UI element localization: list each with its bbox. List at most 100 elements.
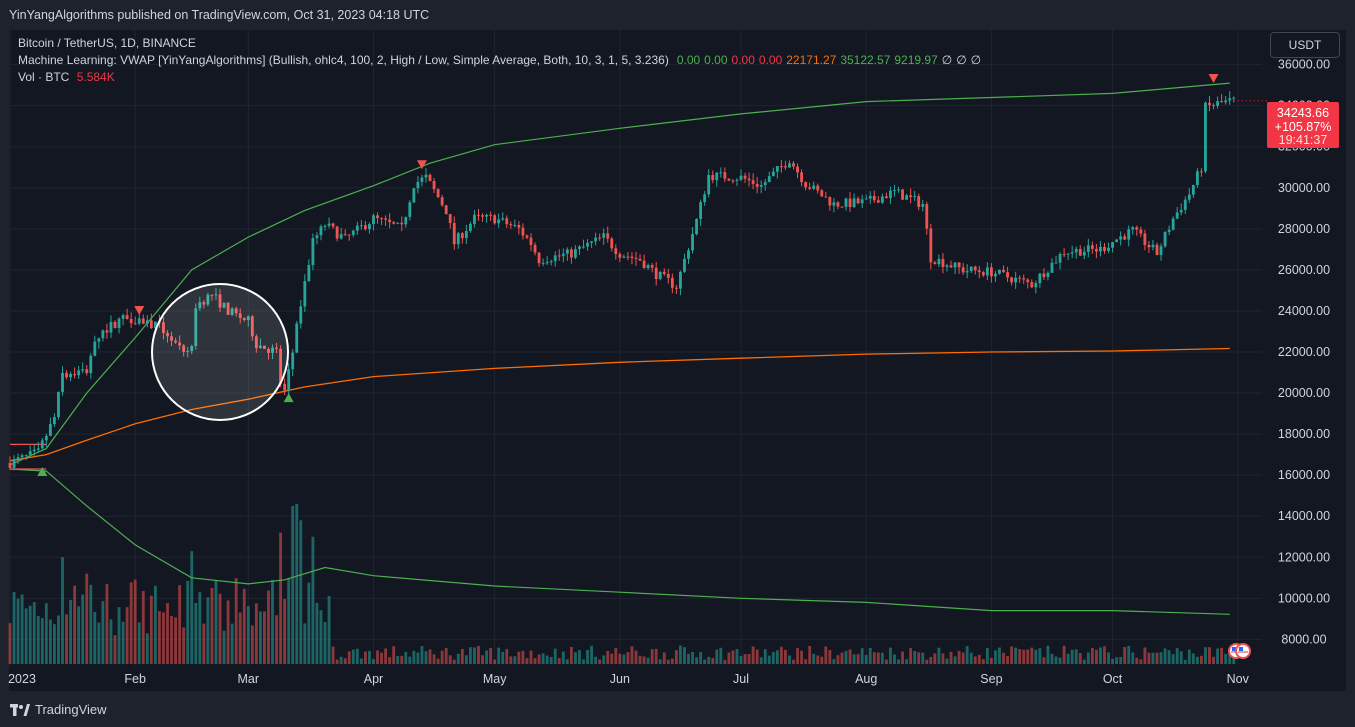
- volume-bar: [388, 657, 392, 664]
- volume-bar: [267, 590, 270, 664]
- candle-body: [541, 263, 545, 265]
- volume-bar: [206, 597, 210, 664]
- candle-body: [723, 172, 727, 179]
- legend-indicator[interactable]: Machine Learning: VWAP [YinYangAlgorithm…: [18, 53, 989, 67]
- candle-body: [1034, 283, 1038, 288]
- volume-bar: [856, 654, 860, 664]
- candle-body: [97, 338, 101, 342]
- candle-body: [699, 202, 703, 219]
- indicator-lines: [9, 82, 1230, 615]
- candle-body: [485, 214, 488, 217]
- candle-body: [872, 195, 876, 201]
- candle-body: [804, 182, 808, 188]
- candle-body: [622, 256, 626, 258]
- volume-bar: [1183, 659, 1187, 664]
- volume-bar: [763, 649, 767, 664]
- candle-body: [420, 177, 424, 182]
- candle-body: [755, 183, 759, 187]
- candle-body: [836, 202, 840, 207]
- volume-bar: [182, 627, 186, 664]
- candle-body: [868, 195, 872, 199]
- legend-symbol[interactable]: Bitcoin / TetherUS, 1D, BINANCE: [18, 36, 196, 50]
- sell-signal-icon: [134, 305, 145, 315]
- price-tick-label: 28000.00: [1278, 222, 1330, 236]
- candle-body: [775, 166, 779, 172]
- volume-bar: [517, 651, 521, 664]
- candle-body: [674, 287, 678, 289]
- lower-band-line: [9, 468, 1230, 615]
- candle-body: [670, 277, 674, 288]
- price-tick-label: 36000.00: [1278, 58, 1330, 72]
- volume-bar: [828, 650, 832, 664]
- volume-bar: [1082, 659, 1086, 664]
- volume-bar: [69, 599, 72, 664]
- volume-bar: [816, 655, 820, 664]
- volume-bar: [368, 650, 371, 664]
- currency-button[interactable]: USDT: [1270, 32, 1340, 58]
- candle-body: [69, 373, 72, 378]
- candle-body: [89, 355, 93, 374]
- candle-body: [263, 345, 266, 349]
- candle-body: [957, 262, 961, 268]
- candle-body: [384, 218, 388, 220]
- volume-bar: [141, 591, 145, 664]
- candle-body: [267, 348, 270, 353]
- candle-body: [343, 234, 347, 236]
- volume-bar: [832, 659, 836, 664]
- candle-body: [969, 266, 973, 272]
- volume-bar: [965, 646, 969, 664]
- candle-body: [537, 252, 541, 264]
- candle-body: [24, 454, 28, 456]
- volume-bar: [16, 598, 20, 664]
- candle-body: [679, 271, 682, 289]
- candle-body: [808, 187, 812, 189]
- volume-bar: [771, 651, 775, 664]
- candle-body: [258, 345, 262, 349]
- candle-body: [242, 317, 246, 321]
- candle-body: [1159, 246, 1163, 256]
- candle-body: [16, 457, 20, 460]
- volume-bar: [392, 646, 396, 664]
- indicator-value: 22171.27: [786, 53, 837, 67]
- candle-body: [1216, 101, 1219, 106]
- candle-body: [743, 175, 747, 179]
- volume-bar: [303, 623, 307, 664]
- candle-body: [1090, 245, 1094, 249]
- volume-bar: [1103, 646, 1106, 664]
- volume-bar: [230, 623, 234, 664]
- candle-body: [751, 180, 755, 184]
- volume-bar: [1147, 652, 1151, 664]
- candle-body: [61, 372, 64, 392]
- candle-body: [214, 294, 218, 296]
- candle-body: [178, 342, 182, 346]
- candle-body: [666, 273, 670, 278]
- volume-bar: [1050, 653, 1054, 664]
- volume-bar: [238, 612, 242, 664]
- volume-bar: [650, 649, 654, 664]
- volume-bar: [36, 615, 40, 664]
- volume-bar: [1220, 647, 1224, 664]
- candle-body: [1139, 229, 1143, 234]
- volume-bar: [263, 611, 266, 664]
- candle-body: [812, 185, 816, 189]
- candle-body: [691, 234, 694, 251]
- candle-body: [1195, 171, 1199, 186]
- candle-body: [1191, 185, 1195, 195]
- volume-bar: [359, 658, 363, 664]
- volume-bar: [497, 647, 501, 664]
- volume-bar: [8, 623, 12, 664]
- volume-bar: [323, 621, 327, 664]
- candle-body: [428, 174, 432, 181]
- volume-bar: [468, 647, 472, 664]
- candle-body: [1014, 277, 1018, 283]
- volume-bar: [731, 650, 735, 664]
- legend-volume[interactable]: Vol · BTC 5.584K: [18, 70, 119, 84]
- candle-body: [545, 262, 549, 264]
- indicator-value: 0.00: [676, 53, 701, 67]
- volume-bar: [351, 649, 355, 664]
- candle-body: [578, 246, 581, 250]
- candle-body: [396, 222, 400, 224]
- tradingview-logo[interactable]: TradingView: [10, 702, 107, 717]
- volume-bar: [166, 603, 169, 664]
